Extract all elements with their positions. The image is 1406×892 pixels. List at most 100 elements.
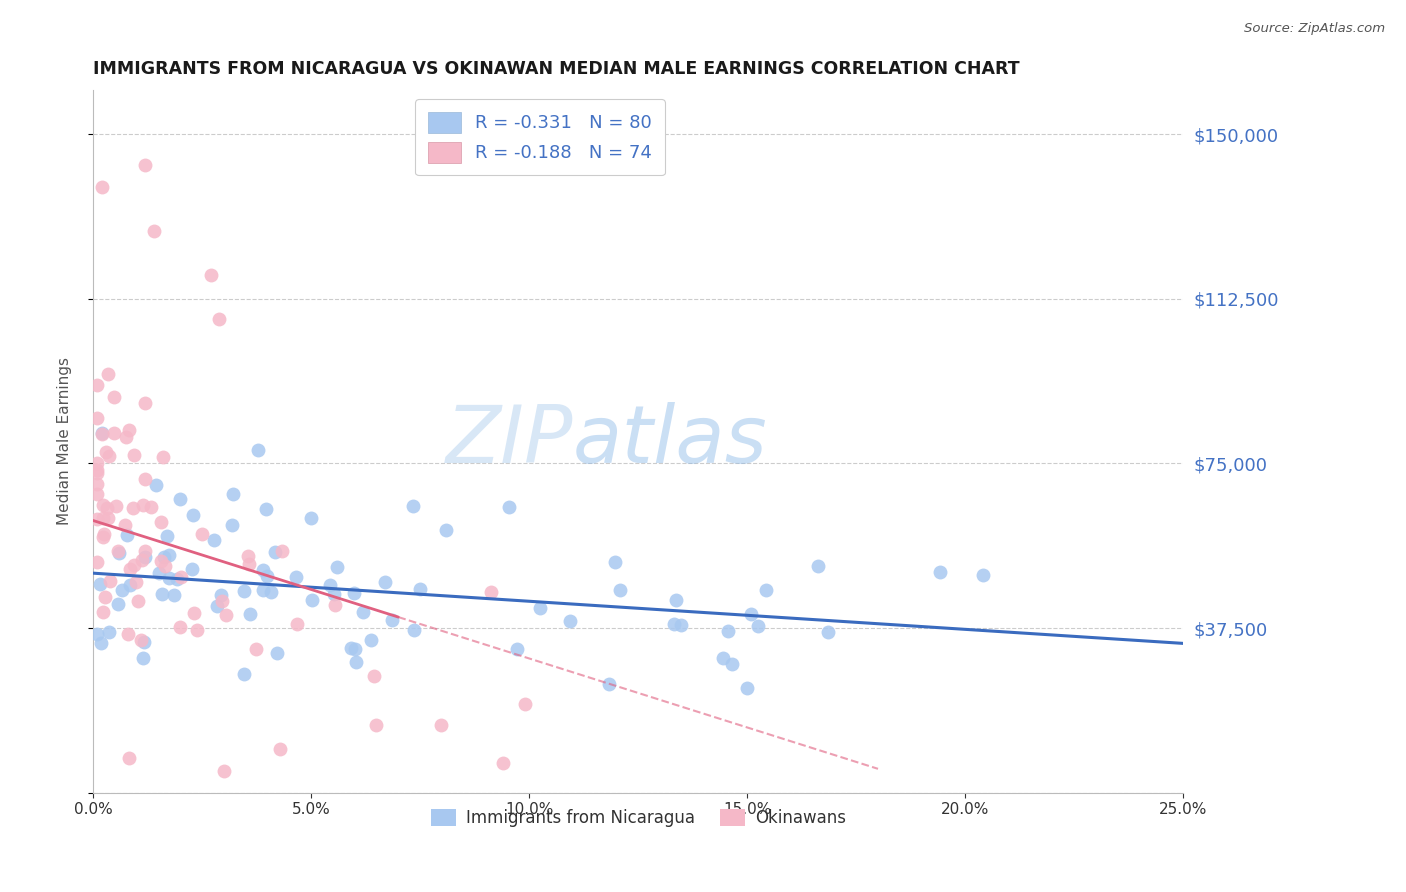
Point [186,623,208,637]
Point [326,560,349,574]
Point [207,311,229,326]
Point [97,624,120,639]
Point [211,594,233,608]
Point [740,607,762,621]
Point [86,476,108,491]
Point [381,613,404,627]
Point [98,449,121,463]
Point [86,378,108,392]
Point [97,510,120,524]
Point [323,599,346,613]
Point [90,426,112,441]
Point [104,499,127,513]
Point [180,562,202,576]
Point [285,616,308,631]
Text: IMMIGRANTS FROM NICARAGUA VS OKINAWAN MEDIAN MALE EARNINGS CORRELATION CHART: IMMIGRANTS FROM NICARAGUA VS OKINAWAN ME… [93,60,1019,78]
Point [91,179,114,194]
Point [108,546,131,560]
Point [747,619,769,633]
Point [150,515,173,529]
Point [93,527,115,541]
Point [259,585,281,599]
Point [86,456,108,470]
Point [221,518,243,533]
Point [669,618,692,632]
Point [120,562,142,576]
Point [190,526,212,541]
Point [319,578,342,592]
Point [149,554,172,568]
Point [513,697,536,711]
Point [134,396,156,410]
Point [430,718,453,732]
Point [209,588,232,602]
Point [711,651,734,665]
Point [103,390,125,404]
Text: Source: ZipAtlas.com: Source: ZipAtlas.com [1244,22,1385,36]
Point [148,566,170,580]
Point [145,478,167,492]
Point [141,500,163,515]
Point [118,423,141,437]
Point [124,448,146,462]
Point [721,657,744,672]
Text: ZIP: ZIP [446,402,572,481]
Point [163,588,186,602]
Point [285,570,308,584]
Point [363,669,385,683]
Point [86,555,108,569]
Point [807,559,830,574]
Point [110,583,132,598]
Point [247,443,270,458]
Point [252,563,274,577]
Point [134,158,156,172]
Point [131,651,153,665]
Point [972,568,994,582]
Point [169,570,191,584]
Point [263,545,285,559]
Point [402,624,425,638]
Point [117,627,139,641]
Point [115,528,138,542]
Point [93,498,115,512]
Point [558,614,581,628]
Point [150,587,173,601]
Point [127,594,149,608]
Point [114,429,136,443]
Point [374,575,396,590]
Point [212,764,235,778]
Point [152,549,174,564]
Point [238,557,260,571]
Point [343,586,366,600]
Point [142,224,165,238]
Point [491,756,513,770]
Legend: Immigrants from Nicaragua, Okinawans: Immigrants from Nicaragua, Okinawans [425,802,852,833]
Point [91,606,114,620]
Point [155,558,177,573]
Point [91,530,114,544]
Point [86,410,108,425]
Point [402,500,425,514]
Point [737,681,759,696]
Point [134,473,156,487]
Point [96,445,118,459]
Point [366,718,388,732]
Point [215,607,238,622]
Y-axis label: Median Male Earnings: Median Male Earnings [58,358,72,525]
Point [271,544,294,558]
Point [301,593,323,607]
Point [86,463,108,477]
Point [114,518,136,533]
Point [498,500,520,515]
Point [245,641,267,656]
Point [233,583,256,598]
Point [86,487,108,501]
Point [205,599,228,614]
Point [91,511,114,525]
Point [157,571,180,585]
Point [125,574,148,589]
Point [94,591,117,605]
Point [239,607,262,621]
Point [157,548,180,562]
Point [717,624,740,639]
